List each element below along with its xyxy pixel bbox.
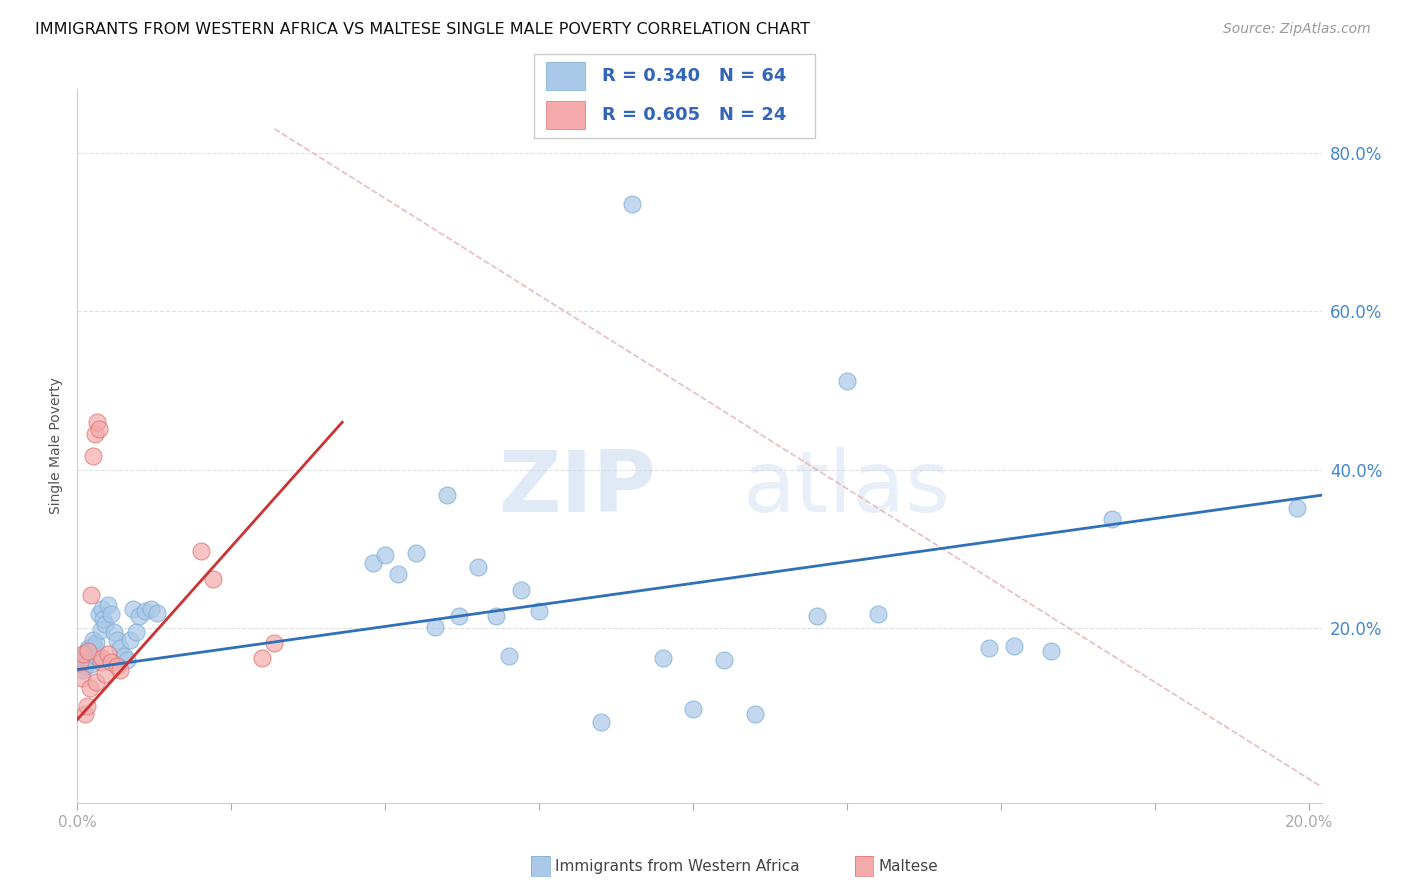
Point xyxy=(485,609,508,624)
Point xyxy=(91,601,114,615)
Point xyxy=(77,655,100,669)
Point xyxy=(651,651,673,665)
Point xyxy=(509,583,531,598)
Point xyxy=(201,572,224,586)
Point xyxy=(84,675,107,690)
Point xyxy=(94,667,117,681)
Point xyxy=(190,543,212,558)
Point xyxy=(90,655,112,669)
Point xyxy=(589,714,612,729)
Point xyxy=(1039,643,1062,657)
Text: IMMIGRANTS FROM WESTERN AFRICA VS MALTESE SINGLE MALE POVERTY CORRELATION CHART: IMMIGRANTS FROM WESTERN AFRICA VS MALTES… xyxy=(35,22,810,37)
Point xyxy=(87,421,110,435)
Point xyxy=(79,645,101,659)
Text: R = 0.340   N = 64: R = 0.340 N = 64 xyxy=(602,67,786,85)
Point xyxy=(713,653,735,667)
Point xyxy=(250,651,273,665)
Point xyxy=(387,567,409,582)
Point xyxy=(72,671,94,685)
Point xyxy=(82,449,104,463)
Point xyxy=(80,588,103,602)
Point xyxy=(90,623,112,637)
Text: atlas: atlas xyxy=(742,447,950,531)
Point xyxy=(86,415,108,429)
Point xyxy=(837,374,859,388)
Point xyxy=(146,606,169,620)
Point xyxy=(87,607,110,621)
Point xyxy=(110,641,132,656)
Point xyxy=(100,607,122,621)
Point xyxy=(498,649,520,664)
Point xyxy=(72,647,94,661)
Point xyxy=(73,659,96,673)
Point xyxy=(134,604,156,618)
Point xyxy=(620,197,643,211)
Point xyxy=(105,633,128,648)
Point xyxy=(374,549,396,563)
Point xyxy=(449,609,471,624)
Point xyxy=(82,633,104,648)
Point xyxy=(97,598,120,612)
Point xyxy=(682,702,704,716)
Text: Source: ZipAtlas.com: Source: ZipAtlas.com xyxy=(1223,22,1371,37)
Text: ZIP: ZIP xyxy=(498,447,657,531)
Point xyxy=(77,643,100,657)
Point xyxy=(118,633,141,648)
Point xyxy=(105,659,128,673)
Point xyxy=(91,612,114,626)
Point xyxy=(77,641,100,656)
Bar xyxy=(546,62,585,90)
Point xyxy=(110,663,132,677)
Point xyxy=(80,657,103,671)
Point xyxy=(83,427,105,442)
Point xyxy=(69,657,91,671)
Point xyxy=(76,643,98,657)
Point xyxy=(405,546,427,560)
Point xyxy=(97,647,120,661)
Point xyxy=(141,601,163,615)
Point xyxy=(977,641,1000,656)
Point xyxy=(868,607,890,621)
Point xyxy=(84,635,107,649)
Point xyxy=(112,649,135,664)
Point xyxy=(529,604,551,618)
Point xyxy=(121,601,143,615)
Point xyxy=(263,635,285,649)
Text: R = 0.605   N = 24: R = 0.605 N = 24 xyxy=(602,106,786,124)
Text: Maltese: Maltese xyxy=(879,859,938,873)
Point xyxy=(467,559,489,574)
Point xyxy=(83,641,105,656)
Point xyxy=(128,609,150,624)
Point xyxy=(79,681,101,695)
Point xyxy=(76,699,98,714)
Point xyxy=(806,609,828,624)
Point xyxy=(744,706,766,721)
Point xyxy=(72,655,94,669)
Point xyxy=(84,649,107,664)
Point xyxy=(79,651,101,665)
Point xyxy=(125,625,148,640)
Point xyxy=(72,663,94,677)
Point xyxy=(103,625,125,640)
Point xyxy=(94,617,117,632)
Point xyxy=(115,653,138,667)
Point xyxy=(100,655,122,669)
Text: Immigrants from Western Africa: Immigrants from Western Africa xyxy=(555,859,800,873)
Point xyxy=(73,706,96,721)
Point xyxy=(1101,512,1123,526)
Point xyxy=(72,651,94,665)
Point xyxy=(73,647,96,661)
Point xyxy=(82,639,104,653)
Point xyxy=(1285,500,1308,515)
Point xyxy=(423,620,446,634)
Point xyxy=(1002,639,1025,653)
Point xyxy=(361,557,384,571)
Y-axis label: Single Male Poverty: Single Male Poverty xyxy=(49,377,63,515)
Point xyxy=(69,655,91,669)
Bar xyxy=(546,101,585,129)
Point xyxy=(76,649,98,664)
Point xyxy=(436,488,458,502)
Point xyxy=(91,651,114,665)
Point xyxy=(82,647,104,661)
